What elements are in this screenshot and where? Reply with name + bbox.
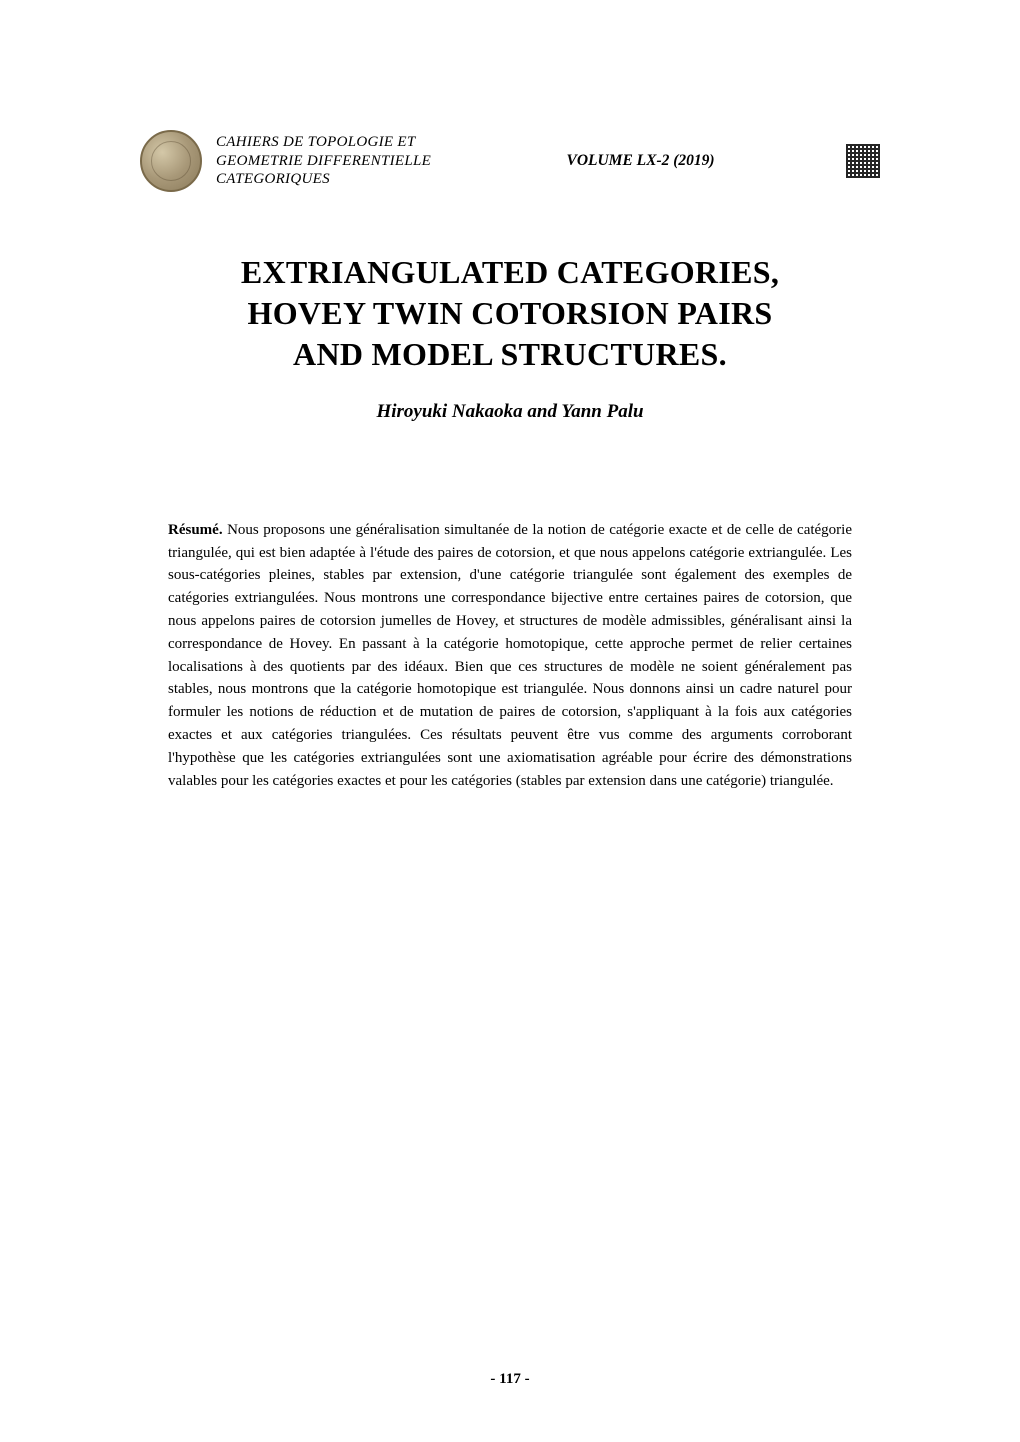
journal-logo-icon	[140, 130, 202, 192]
abstract-block: Résumé. Nous proposons une généralisatio…	[140, 519, 880, 793]
journal-header: CAHIERS DE TOPOLOGIE ET GEOMETRIE DIFFER…	[140, 130, 880, 192]
title-line-3: AND MODEL STRUCTURES.	[140, 334, 880, 375]
paper-authors: Hiroyuki Nakaoka and Yann Palu	[140, 401, 880, 423]
journal-name: CAHIERS DE TOPOLOGIE ET GEOMETRIE DIFFER…	[216, 133, 431, 189]
abstract-label: Résumé.	[168, 522, 227, 538]
qr-code-icon	[846, 144, 880, 178]
journal-line-2: GEOMETRIE DIFFERENTIELLE	[216, 152, 431, 171]
title-line-2: HOVEY TWIN COTORSION PAIRS	[140, 293, 880, 334]
volume-label: VOLUME LX-2 (2019)	[566, 152, 714, 170]
title-line-1: EXTRIANGULATED CATEGORIES,	[140, 252, 880, 293]
abstract-body: Nous proposons une généralisation simult…	[168, 522, 852, 789]
page-number: - 117 -	[0, 1371, 1020, 1388]
journal-line-1: CAHIERS DE TOPOLOGIE ET	[216, 133, 431, 152]
paper-title: EXTRIANGULATED CATEGORIES, HOVEY TWIN CO…	[140, 252, 880, 375]
journal-line-3: CATEGORIQUES	[216, 170, 431, 189]
header-left-group: CAHIERS DE TOPOLOGIE ET GEOMETRIE DIFFER…	[140, 130, 431, 192]
